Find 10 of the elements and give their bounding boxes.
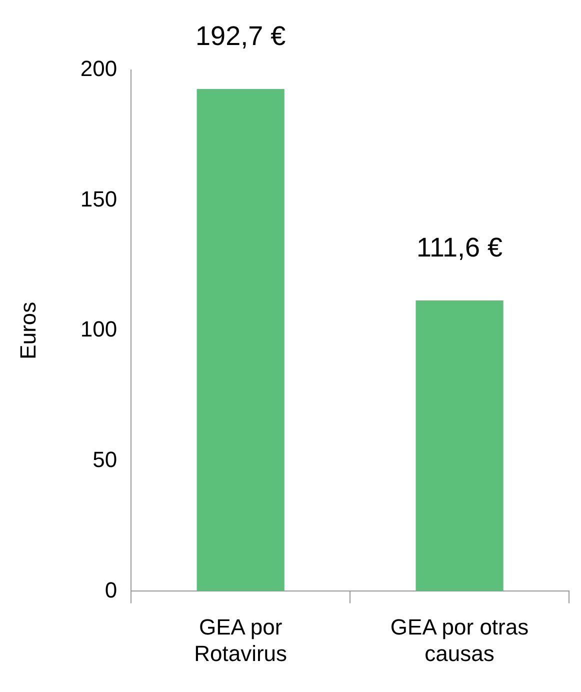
y-axis-title: Euros <box>15 302 40 360</box>
data-label: 192,7 € <box>196 20 286 51</box>
y-tick-label: 50 <box>92 446 118 472</box>
y-tick-label: 200 <box>80 56 118 82</box>
y-tick-label: 100 <box>80 316 118 342</box>
data-label: 111,6 € <box>416 232 503 262</box>
x-tick-label: GEA por Rotavirus <box>194 614 288 666</box>
y-tick-label: 150 <box>80 186 118 212</box>
x-tick-label: GEA por otras causas <box>390 614 529 666</box>
y-tick-label: 0 <box>104 577 118 602</box>
